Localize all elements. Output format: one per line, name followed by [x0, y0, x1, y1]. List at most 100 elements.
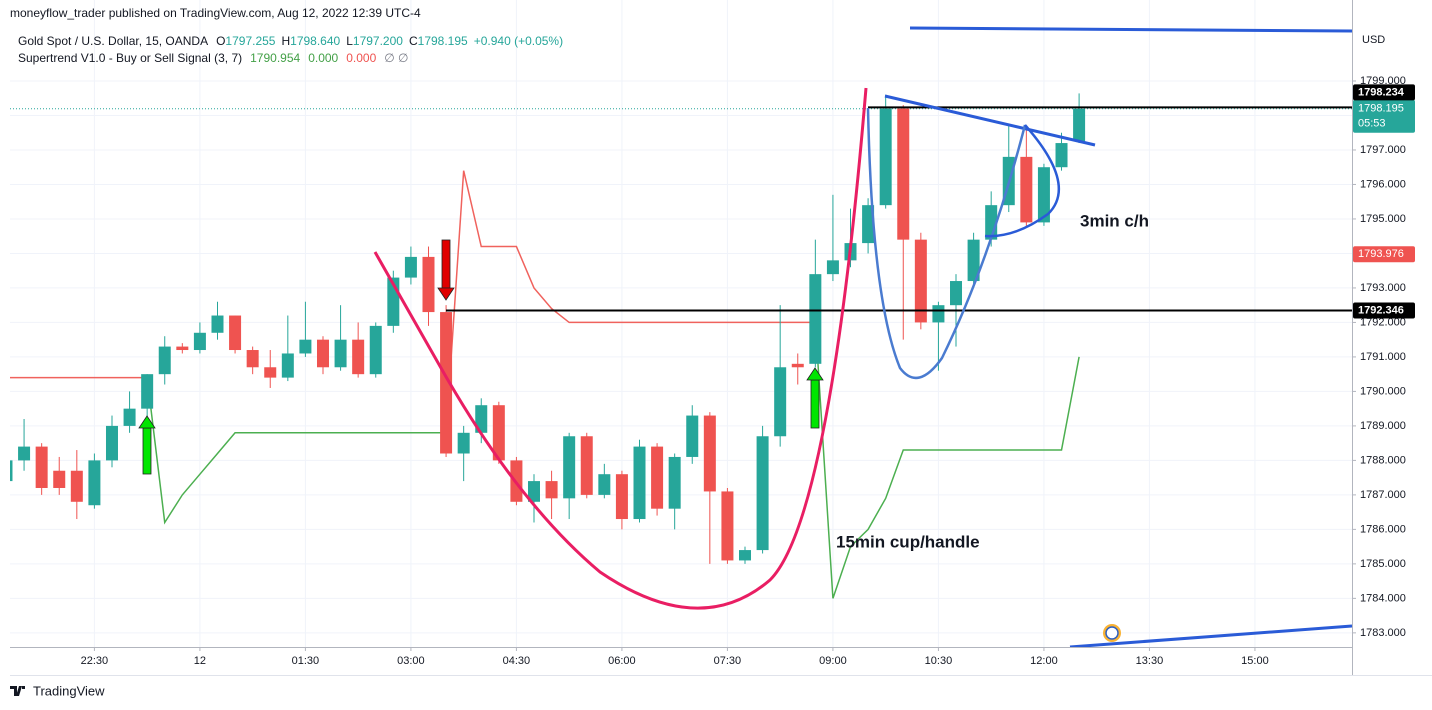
- ohlc-key: O: [216, 34, 225, 48]
- candle-body: [18, 446, 31, 461]
- x-tick-label: 12:00: [1030, 655, 1058, 667]
- candle-body: [264, 367, 277, 378]
- x-tick-label: 13:30: [1136, 655, 1164, 667]
- candle-body: [299, 339, 312, 354]
- handle-curve: [984, 124, 1061, 238]
- y-tick-label: 1793.000: [1360, 282, 1406, 294]
- x-tick-label: 06:00: [608, 655, 636, 667]
- candle-body: [158, 346, 171, 375]
- candle-body: [440, 312, 453, 454]
- indicator-value: 0.000: [308, 51, 338, 65]
- candle-body: [879, 108, 892, 206]
- candle-body: [721, 491, 734, 561]
- price-label: 1798.234: [1358, 86, 1405, 98]
- x-tick-label: 22:30: [81, 655, 109, 667]
- candle-body: [897, 108, 910, 240]
- x-tick-label: 09:00: [819, 655, 847, 667]
- price-label-box: [1353, 246, 1415, 263]
- buy-arrow: [138, 415, 156, 475]
- candle-body: [475, 405, 488, 433]
- x-tick-label: 01:30: [292, 655, 320, 667]
- candle-body: [35, 446, 48, 488]
- event-icon: [1103, 624, 1121, 642]
- candle-body: [70, 470, 83, 502]
- candle-body: [123, 408, 136, 426]
- plot-area: [10, 93, 1352, 599]
- x-tick-label: 15:00: [1241, 655, 1269, 667]
- candle-body: [651, 446, 664, 509]
- candle-body: [527, 481, 540, 502]
- drawings: [138, 26, 1352, 647]
- candle-body: [668, 456, 681, 509]
- price-label: 1793.976: [1358, 248, 1404, 260]
- candle-body: [791, 363, 804, 368]
- candle-body: [774, 367, 787, 437]
- candle-body: [176, 346, 189, 351]
- y-tick-label: 1797.000: [1360, 144, 1406, 156]
- indicator-value: ∅ ∅: [384, 51, 408, 65]
- y-tick-label: 1785.000: [1360, 558, 1406, 570]
- ohlc-key: H: [281, 34, 290, 48]
- y-tick-label: 1795.000: [1360, 213, 1406, 225]
- candle-body: [826, 260, 839, 275]
- candle-body: [1037, 167, 1050, 223]
- x-tick-label: 10:30: [925, 655, 953, 667]
- candle-body: [492, 405, 505, 461]
- candle-body: [1020, 156, 1033, 223]
- candle-body: [193, 332, 206, 351]
- last-price-label: 1798.195: [1358, 103, 1404, 115]
- candle-body: [105, 425, 118, 461]
- candle-body: [246, 350, 259, 368]
- ohlc-value: 1798.640: [290, 34, 340, 48]
- candle-body: [756, 436, 769, 551]
- y-tick-label: 1790.000: [1360, 385, 1406, 397]
- y-tick-label: 1796.000: [1360, 178, 1406, 190]
- indicator-value: 0.000: [346, 51, 376, 65]
- annotation: 15min cup/handle: [836, 532, 980, 551]
- trend-line: [884, 94, 1096, 147]
- candle-body: [422, 256, 435, 313]
- footer-logo: [10, 686, 25, 696]
- axes: 1783.000 1784.000 1785.000 1786.000 1787.000…: [81, 75, 1415, 667]
- candle-body: [229, 315, 242, 351]
- change: +0.940 (+0.05%): [474, 34, 563, 48]
- trend-line: [1069, 624, 1352, 647]
- candle-body: [369, 325, 382, 375]
- ohlc-key: C: [409, 34, 418, 48]
- candle-body: [457, 432, 470, 454]
- candle-body: [281, 353, 294, 378]
- sell-arrow: [437, 239, 455, 301]
- currency-label: USD: [1362, 34, 1385, 46]
- indicator-legend: Supertrend V1.0 - Buy or Sell Signal (3,…: [18, 51, 409, 65]
- indicator-name: Supertrend V1.0 - Buy or Sell Signal (3,…: [18, 51, 242, 65]
- candle-body: [352, 339, 365, 375]
- y-tick-label: 1789.000: [1360, 420, 1406, 432]
- candle-body: [316, 339, 329, 368]
- footer-text: TradingView: [33, 683, 105, 698]
- cup-curve-small: [866, 107, 1027, 380]
- candle-body: [211, 315, 224, 333]
- candle-body: [1055, 143, 1068, 168]
- supertrend-line: [146, 322, 1080, 599]
- price-label: 1792.346: [1358, 304, 1404, 316]
- y-tick-label: 1791.000: [1360, 351, 1406, 363]
- candle-body: [334, 339, 347, 368]
- candle-body: [1073, 108, 1086, 142]
- y-tick-label: 1786.000: [1360, 523, 1406, 535]
- symbol: Gold Spot / U.S. Dollar, 15, OANDA: [18, 34, 208, 48]
- candle-body: [53, 470, 66, 488]
- trend-line: [909, 26, 1352, 33]
- cup-curve: [373, 87, 868, 610]
- candle-body: [598, 474, 611, 495]
- ohlc-value: 1797.200: [353, 34, 403, 48]
- candle-body: [862, 205, 875, 244]
- candle-body: [563, 436, 576, 499]
- candle-body: [141, 374, 154, 409]
- price-label-box: [1353, 84, 1415, 101]
- supertrend-line: [10, 170, 816, 433]
- header: moneyflow_trader published on TradingVie…: [10, 6, 421, 20]
- candle-body: [615, 474, 628, 520]
- ohlc-key: L: [346, 34, 353, 48]
